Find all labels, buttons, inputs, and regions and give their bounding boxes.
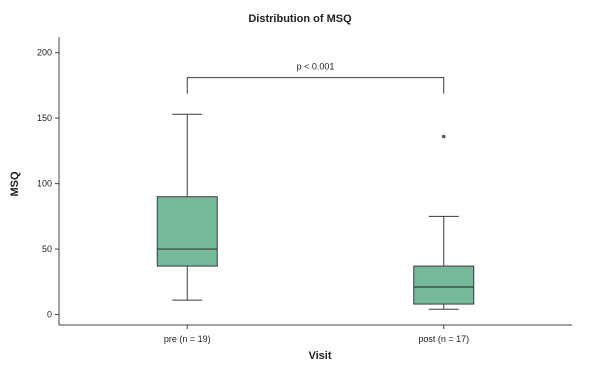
y-axis-label: MSQ (9, 171, 21, 197)
y-tick-label: 50 (42, 244, 52, 254)
x-axis-label: Visit (308, 350, 331, 362)
outlier-point (441, 134, 446, 139)
y-tick-label: 100 (37, 179, 52, 189)
y-tick-label: 200 (37, 48, 52, 58)
x-tick-label: post (n = 17) (418, 334, 469, 344)
significance-bracket (186, 77, 445, 94)
significance-annotation: p < 0.001 (186, 62, 445, 94)
p-value-label: p < 0.001 (297, 62, 335, 72)
plot-marks (156, 113, 475, 310)
box-iqr (156, 196, 218, 267)
axes: 0 50 100 150 200 pre (n = 19) post (n = 17) (37, 37, 572, 344)
x-tick-label: pre (n = 19) (164, 334, 211, 344)
chart-title: Distribution of MSQ (248, 13, 352, 25)
y-tick-label: 150 (37, 113, 52, 123)
y-tick-label: 0 (47, 310, 52, 320)
box-iqr (413, 265, 475, 305)
